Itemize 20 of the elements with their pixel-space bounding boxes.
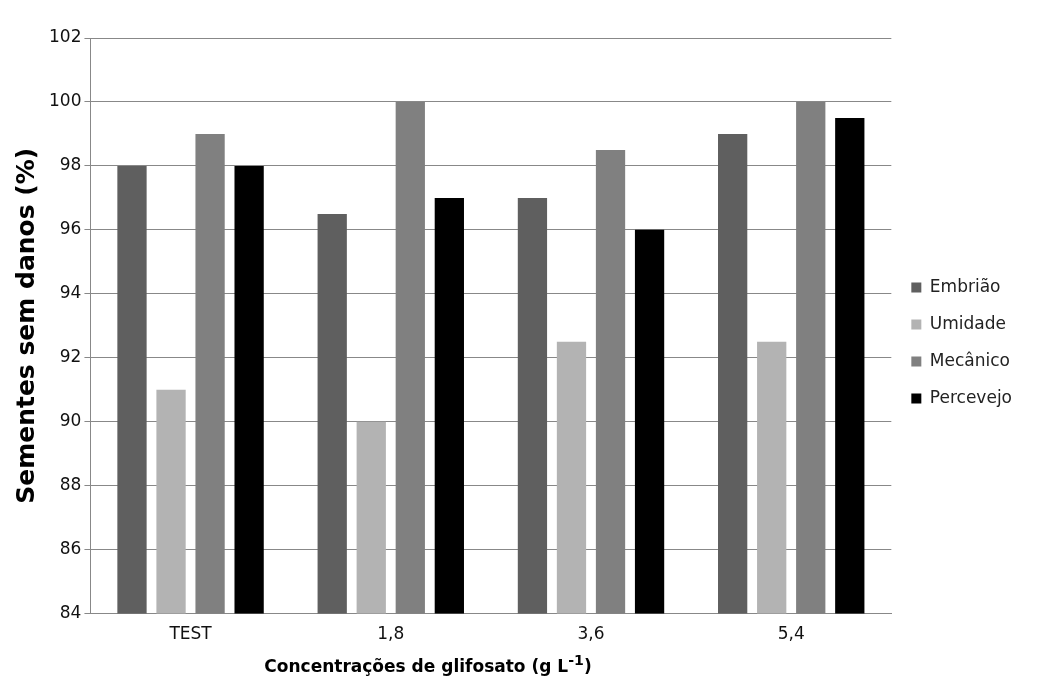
y-tick-label: 102 — [48, 26, 82, 47]
x-tick-label: 3,6 — [577, 623, 605, 644]
legend-label: Embrião — [929, 275, 1001, 296]
y-tick-label: 90 — [59, 410, 82, 431]
y-tick-label: 100 — [48, 90, 82, 111]
y-tick-label: 92 — [59, 346, 82, 367]
x-tick-label: 1,8 — [377, 623, 405, 644]
legend-label: Umidade — [929, 312, 1007, 333]
y-tick-label: 86 — [59, 538, 82, 559]
x-axis-title: Concentrações de glifosato (g L$^{-1}$) — [263, 652, 593, 676]
x-tick-label: TEST — [168, 623, 213, 644]
x-tick-label: 5,4 — [777, 623, 805, 644]
legend-label: Percevejo — [929, 386, 1012, 407]
legend-label: Mecânico — [929, 349, 1010, 370]
y-tick-label: 98 — [59, 154, 82, 175]
y-tick-label: 84 — [59, 602, 82, 623]
y-axis-title: Sementes sem danos (%) — [10, 147, 40, 504]
y-tick-label: 88 — [59, 474, 82, 495]
y-tick-label: 96 — [59, 218, 82, 239]
y-tick-label: 94 — [59, 282, 82, 303]
